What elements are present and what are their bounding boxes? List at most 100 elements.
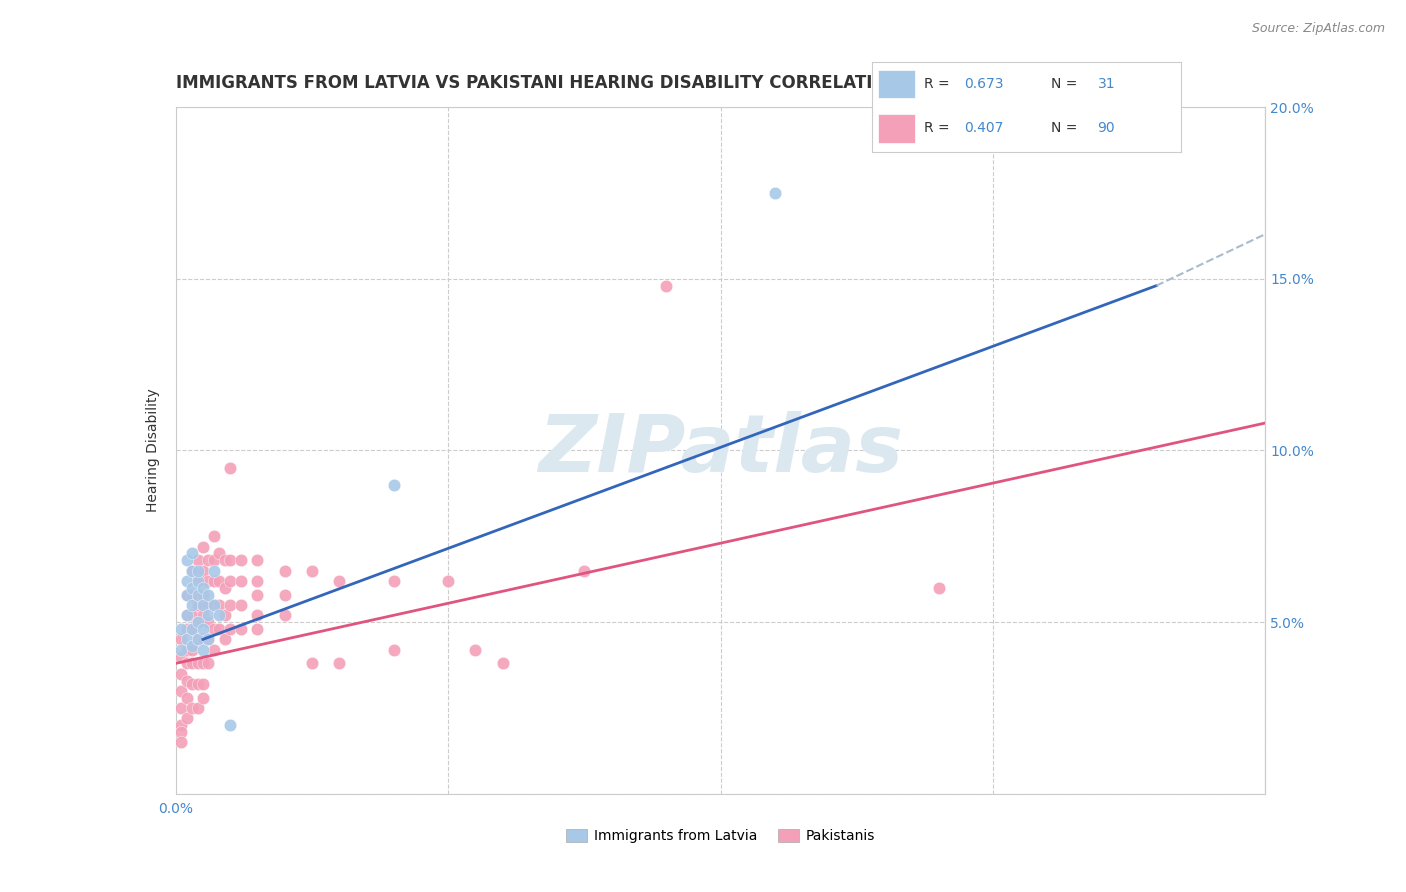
Point xyxy=(382,642,405,657)
Point xyxy=(181,701,204,715)
Point xyxy=(574,564,596,578)
Point xyxy=(328,657,350,671)
Point xyxy=(170,735,193,749)
Point xyxy=(181,564,204,578)
Point xyxy=(181,588,204,602)
Point xyxy=(246,622,269,636)
Point xyxy=(170,683,193,698)
Point xyxy=(170,666,193,681)
Point xyxy=(202,622,225,636)
Point xyxy=(197,615,219,630)
Point xyxy=(191,657,214,671)
Point xyxy=(181,546,204,561)
Point xyxy=(170,701,193,715)
Point xyxy=(197,574,219,588)
Point xyxy=(186,574,209,588)
Point xyxy=(170,642,193,657)
Text: R =: R = xyxy=(924,121,955,136)
Point xyxy=(197,632,219,647)
Point xyxy=(170,649,193,664)
Point xyxy=(197,632,219,647)
Point xyxy=(181,639,204,653)
Point xyxy=(202,598,225,612)
Point xyxy=(176,588,198,602)
Text: N =: N = xyxy=(1052,121,1081,136)
Point xyxy=(170,718,193,732)
Text: R =: R = xyxy=(924,77,955,91)
Point xyxy=(176,642,198,657)
Point xyxy=(176,632,198,647)
Text: 0.407: 0.407 xyxy=(965,121,1004,136)
Point xyxy=(301,657,323,671)
Point xyxy=(231,574,253,588)
Point xyxy=(181,677,204,691)
Point xyxy=(191,598,214,612)
Point xyxy=(176,657,198,671)
Point xyxy=(176,553,198,567)
Point xyxy=(202,529,225,543)
Text: 90: 90 xyxy=(1098,121,1115,136)
Point xyxy=(246,588,269,602)
Point xyxy=(176,622,198,636)
Point xyxy=(186,574,209,588)
Bar xyxy=(877,70,915,98)
Point xyxy=(191,588,214,602)
Point xyxy=(186,588,209,602)
Point xyxy=(170,632,193,647)
Point xyxy=(186,701,209,715)
Point xyxy=(181,622,204,636)
Point xyxy=(181,564,204,578)
Point xyxy=(208,546,231,561)
Point xyxy=(655,278,678,293)
Point xyxy=(246,608,269,623)
Point xyxy=(231,553,253,567)
Point xyxy=(191,677,214,691)
Point xyxy=(231,622,253,636)
Point xyxy=(246,553,269,567)
Point xyxy=(464,642,486,657)
Point xyxy=(202,564,225,578)
Point xyxy=(176,608,198,623)
Point xyxy=(176,588,198,602)
Point xyxy=(186,598,209,612)
Point xyxy=(181,657,204,671)
Point xyxy=(437,574,460,588)
Point xyxy=(176,690,198,705)
Point xyxy=(202,574,225,588)
Point xyxy=(208,574,231,588)
Point xyxy=(197,588,219,602)
Text: N =: N = xyxy=(1052,77,1081,91)
Point xyxy=(186,615,209,630)
Point xyxy=(208,608,231,623)
Point xyxy=(328,574,350,588)
Point xyxy=(181,608,204,623)
Point xyxy=(214,608,236,623)
Point xyxy=(197,553,219,567)
Text: IMMIGRANTS FROM LATVIA VS PAKISTANI HEARING DISABILITY CORRELATION CHART: IMMIGRANTS FROM LATVIA VS PAKISTANI HEAR… xyxy=(176,74,969,92)
Point xyxy=(176,711,198,725)
Point xyxy=(191,608,214,623)
Point xyxy=(191,642,214,657)
Point xyxy=(382,574,405,588)
Point xyxy=(197,608,219,623)
Point xyxy=(191,632,214,647)
Point xyxy=(214,581,236,595)
Point xyxy=(219,622,242,636)
Point xyxy=(191,540,214,554)
Point xyxy=(219,718,242,732)
Text: 31: 31 xyxy=(1098,77,1115,91)
Point xyxy=(181,642,204,657)
Point xyxy=(219,574,242,588)
Point xyxy=(186,677,209,691)
Point xyxy=(197,657,219,671)
Point xyxy=(181,622,204,636)
Y-axis label: Hearing Disability: Hearing Disability xyxy=(146,389,160,512)
Point xyxy=(202,642,225,657)
Point xyxy=(181,598,204,612)
Point xyxy=(181,581,204,595)
Point xyxy=(208,622,231,636)
Point xyxy=(202,598,225,612)
Point xyxy=(274,564,297,578)
Point xyxy=(191,690,214,705)
Point xyxy=(231,598,253,612)
